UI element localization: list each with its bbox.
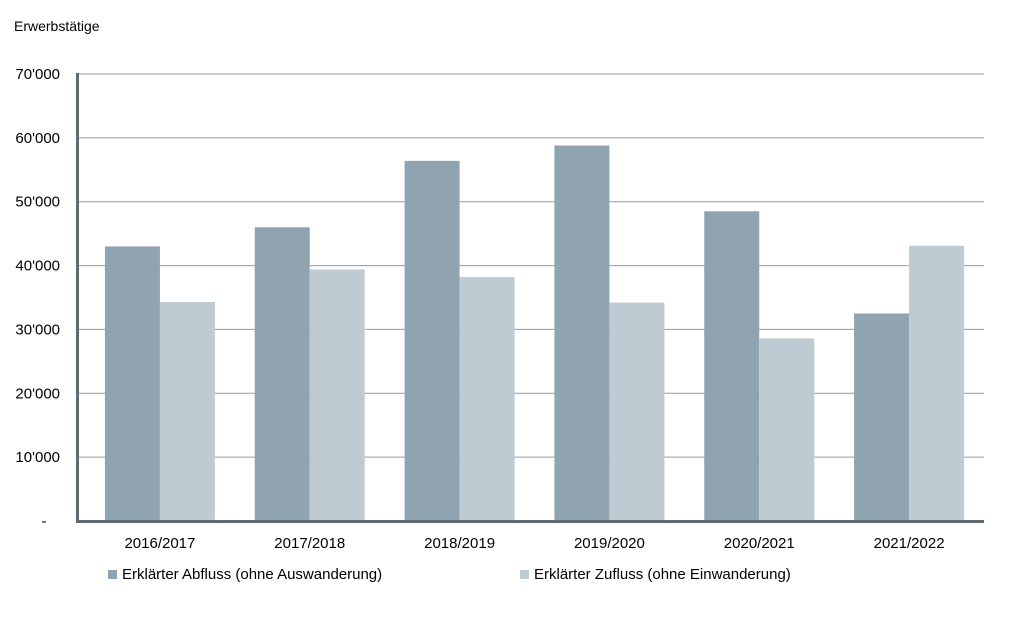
y-tick-label: 70'000 <box>15 66 60 83</box>
x-tick-label: 2019/2020 <box>574 535 645 552</box>
bar <box>759 338 815 521</box>
x-tick-label: 2020/2021 <box>724 535 795 552</box>
x-tick-labels: 2016/2017 2017/2018 2018/2019 2019/2020 2020… <box>124 535 944 552</box>
bar <box>854 313 910 521</box>
y-tick-label: 30'000 <box>15 321 60 338</box>
y-tick-label: 50'000 <box>15 194 60 211</box>
bar <box>704 211 760 522</box>
bar <box>309 269 365 521</box>
bar <box>554 145 610 521</box>
legend-label-abfluss: Erklärter Abfluss (ohne Auswanderung) <box>122 566 383 583</box>
y-tick-label: 40'000 <box>15 258 60 275</box>
bar <box>909 245 965 522</box>
y-tick-labels: - 10'000 20'000 30'000 40'000 50'000 60'000 70'… <box>15 66 60 530</box>
legend-item-zufluss: Erklärter Zufluss (ohne Einwanderung) <box>520 566 932 583</box>
x-tick-label: 2017/2018 <box>274 535 345 552</box>
y-tick-label: 60'000 <box>15 130 60 147</box>
legend: Erklärter Abfluss (ohne Auswanderung) Er… <box>108 566 932 583</box>
x-tick-label: 2018/2019 <box>424 535 495 552</box>
y-tick-label: 20'000 <box>15 385 60 402</box>
x-tick-label: 2016/2017 <box>124 535 195 552</box>
legend-item-abfluss: Erklärter Abfluss (ohne Auswanderung) <box>108 566 520 583</box>
bar <box>159 301 215 521</box>
y-axis-label: Erwerbstätige <box>14 18 100 34</box>
legend-swatch-abfluss <box>108 570 117 579</box>
y-tick-label: - <box>42 513 47 530</box>
bar <box>609 302 665 521</box>
legend-swatch-zufluss <box>520 570 529 579</box>
y-tick-label: 10'000 <box>15 449 60 466</box>
bar <box>254 227 310 521</box>
bar <box>459 277 515 521</box>
gridlines <box>79 73 984 458</box>
x-tick-label: 2021/2022 <box>874 535 945 552</box>
bar <box>104 246 160 521</box>
bars <box>104 145 965 522</box>
bar <box>404 160 460 522</box>
legend-label-zufluss: Erklärter Zufluss (ohne Einwanderung) <box>534 566 791 583</box>
